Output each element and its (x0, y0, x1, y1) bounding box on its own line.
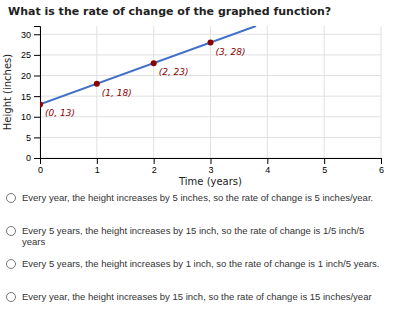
grid-line (324, 26, 325, 158)
tick-label: 5 (322, 165, 327, 175)
tick-label: 3 (208, 165, 213, 175)
tick-label: 30 (21, 30, 31, 40)
tick: 6 (379, 158, 384, 175)
tick-mark (154, 158, 155, 164)
tick: 20 (21, 71, 40, 81)
tick-mark (34, 76, 40, 77)
tick-label: 0 (26, 153, 31, 163)
axis-line (41, 159, 382, 165)
data-label: (1, 18) (102, 88, 132, 98)
x-axis-label: Time (years) (178, 176, 242, 187)
y-axis-label: Height (inches) (2, 54, 13, 130)
tick-mark (97, 158, 98, 164)
point (208, 40, 214, 46)
marks (40, 26, 256, 107)
grid-line (381, 26, 382, 158)
tick-mark (381, 158, 382, 164)
plot: 0 1 2 3 4 5 6 0 5 10 15 20 25 30 (0, 13) (1, 18) (2, 23)… (21, 26, 384, 175)
tick-mark (34, 96, 40, 97)
tick: 1 (95, 158, 100, 175)
data-label: (0, 13) (45, 108, 75, 118)
chart: What is the rate of change of the graphe… (0, 0, 393, 334)
line (40, 26, 256, 104)
tick-label: 25 (21, 50, 31, 60)
tick-label: 0 (38, 165, 43, 175)
data-label: (3, 28) (216, 47, 246, 57)
choice: Every 5 years, the height increases by 1… (22, 225, 364, 247)
choices: Every year, the height increases by 5 in… (7, 192, 380, 302)
tick-label: 15 (21, 92, 31, 102)
tick-mark (324, 158, 325, 164)
grid-line (96, 26, 97, 158)
grid-line (40, 137, 381, 138)
tick-mark (34, 34, 40, 35)
grid-line (40, 34, 381, 35)
tick: 3 (208, 158, 213, 175)
grid-line (153, 26, 154, 158)
choice: Every year, the height increases by 15 i… (22, 291, 372, 302)
grid-line (40, 75, 381, 76)
tick: 0 (38, 158, 43, 175)
point (151, 60, 157, 66)
grid-line (40, 116, 381, 117)
tick-mark (34, 55, 40, 56)
tick-label: 6 (379, 165, 384, 175)
tick-mark (211, 158, 212, 164)
tick: 5 (322, 158, 327, 175)
tick-label: 10 (21, 112, 31, 122)
tick: 30 (21, 30, 40, 40)
tick: 0 (26, 153, 40, 163)
grid-line (40, 96, 381, 97)
radio[interactable] (7, 293, 16, 302)
tick-mark (34, 137, 40, 138)
point (94, 81, 100, 87)
tick-label: 5 (26, 133, 31, 143)
grid-line (210, 26, 211, 158)
radio[interactable] (7, 260, 16, 269)
tick: 25 (21, 50, 40, 60)
tick-label: 1 (95, 165, 100, 175)
x-axis: 0 1 2 3 4 5 6 (38, 158, 384, 175)
point (40, 101, 43, 107)
grid-line (267, 26, 268, 158)
tick-mark (267, 158, 268, 164)
tick-label: 2 (152, 165, 157, 175)
choice: Every year, the height increases by 5 in… (22, 192, 373, 203)
tick-label: 4 (265, 165, 270, 175)
tick-mark (34, 158, 40, 159)
radio[interactable] (7, 227, 16, 236)
tick: 4 (265, 158, 270, 175)
tick: 2 (152, 158, 157, 175)
data-labels: (0, 13) (1, 18) (2, 23) (3, 28) (45, 47, 245, 119)
grid-line (40, 54, 381, 55)
tick: 5 (26, 133, 40, 143)
grid (40, 26, 381, 158)
choice: Every 5 years, the height increases by 1… (22, 258, 380, 269)
tick-label: 20 (21, 71, 31, 81)
title: What is the rate of change of the graphe… (8, 5, 331, 18)
tick: 15 (21, 92, 40, 102)
y-axis: 0 5 10 15 20 25 30 (21, 27, 41, 164)
tick: 10 (21, 112, 40, 122)
axis-line (34, 27, 41, 159)
tick-mark (34, 117, 40, 118)
data-label: (2, 23) (159, 67, 189, 77)
radio[interactable] (7, 194, 16, 203)
